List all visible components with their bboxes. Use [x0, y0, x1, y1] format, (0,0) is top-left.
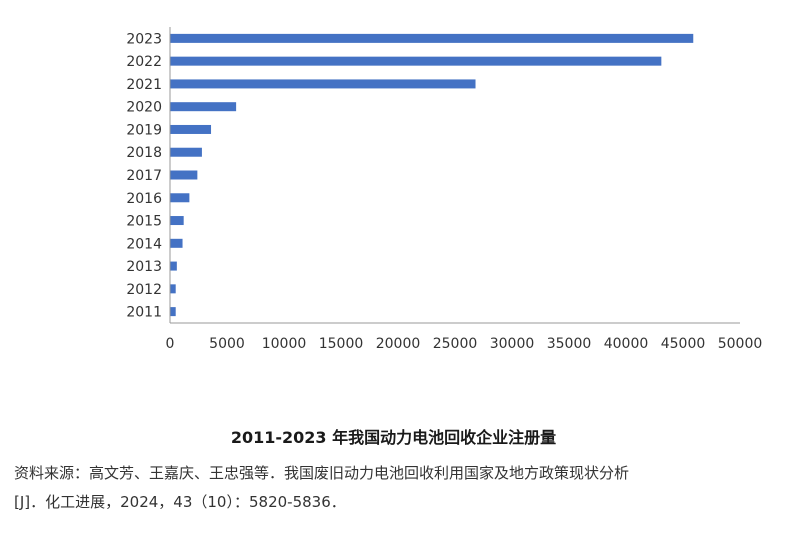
year-label-2015: 2015	[126, 214, 162, 230]
bar-2017	[170, 170, 198, 180]
bars-group	[170, 33, 694, 317]
x-tick-labels-group: 0 5000 10000 15000 20000 25000 30000 35000 40000…	[166, 336, 763, 352]
x-tick-30000: 30000	[490, 336, 535, 352]
year-label-2018: 2018	[126, 145, 162, 161]
bar-chart: 2011 2012 2013 2014 2015 2016 2017 2018 2019 2020…	[126, 27, 763, 352]
bar-2014	[170, 238, 183, 248]
bar-2022	[170, 56, 662, 66]
bar-2012	[170, 284, 176, 294]
source-line-2: [J]．化工进展，2024，43（10）：5820-5836．	[14, 493, 346, 511]
year-label-2019: 2019	[126, 122, 162, 138]
year-label-2016: 2016	[126, 191, 162, 207]
x-tick-20000: 20000	[376, 336, 421, 352]
source-line-1: 资料来源：高文芳、王嘉庆、王忠强等．我国废旧动力电池回收利用国家及地方政策现状分…	[14, 464, 630, 482]
x-tick-25000: 25000	[433, 336, 478, 352]
year-label-2013: 2013	[126, 259, 162, 275]
bar-2020	[170, 102, 237, 112]
year-label-2017: 2017	[126, 168, 162, 184]
bar-2011	[170, 307, 176, 317]
year-label-2022: 2022	[126, 54, 162, 70]
year-label-2021: 2021	[126, 77, 162, 93]
bar-2016	[170, 193, 190, 203]
year-label-2023: 2023	[126, 31, 162, 47]
bar-2015	[170, 216, 184, 226]
year-label-2020: 2020	[126, 100, 162, 116]
source-citation: 资料来源：高文芳、王嘉庆、王忠强等．我国废旧动力电池回收利用国家及地方政策现状分…	[14, 459, 779, 517]
year-label-2012: 2012	[126, 282, 162, 298]
bar-2023	[170, 33, 694, 43]
bar-2021	[170, 79, 476, 89]
x-tick-10000: 10000	[262, 336, 307, 352]
bar-2013	[170, 261, 177, 271]
figure-caption-title: 2011-2023 年我国动力电池回收企业注册量	[230, 428, 557, 447]
x-tick-15000: 15000	[319, 336, 364, 352]
x-tick-35000: 35000	[547, 336, 592, 352]
x-tick-50000: 50000	[718, 336, 763, 352]
x-tick-45000: 45000	[661, 336, 706, 352]
x-tick-0: 0	[166, 336, 175, 352]
bar-2019	[170, 124, 212, 134]
x-tick-5000: 5000	[209, 336, 245, 352]
x-tick-40000: 40000	[604, 336, 649, 352]
year-labels-group: 2011 2012 2013 2014 2015 2016 2017 2018 2019 2020…	[126, 31, 162, 320]
bar-2018	[170, 147, 202, 157]
year-label-2014: 2014	[126, 236, 162, 252]
year-label-2011: 2011	[126, 305, 162, 321]
